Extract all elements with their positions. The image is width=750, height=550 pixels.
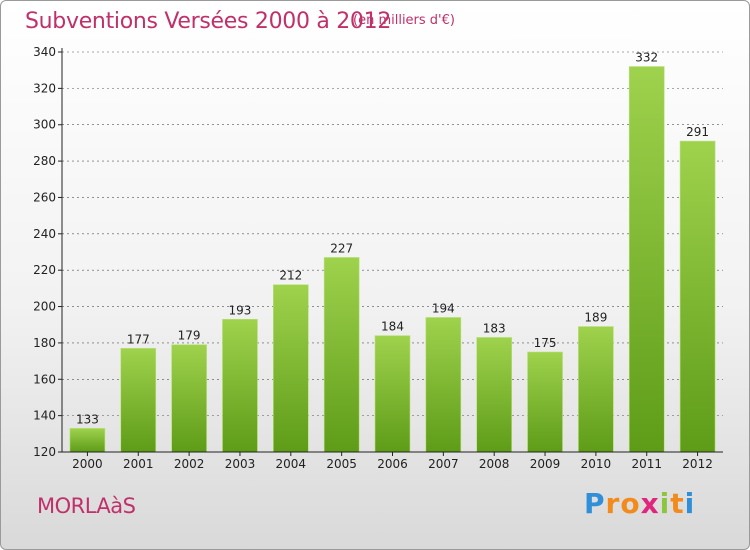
bar bbox=[476, 337, 512, 453]
data-label: 212 bbox=[279, 269, 302, 283]
bar bbox=[120, 348, 157, 453]
logo-letter: i bbox=[659, 487, 671, 520]
x-tick-label: 2007 bbox=[428, 457, 459, 471]
bar bbox=[171, 344, 207, 453]
data-label: 332 bbox=[635, 51, 658, 65]
x-tick-label: 2004 bbox=[276, 457, 307, 471]
data-label: 183 bbox=[483, 321, 506, 335]
bar bbox=[273, 284, 309, 453]
data-label: 193 bbox=[229, 303, 252, 317]
y-tick-label: 280 bbox=[33, 154, 56, 168]
bar bbox=[679, 140, 716, 453]
x-tick-label: 2005 bbox=[326, 457, 357, 471]
logo-letter: o bbox=[620, 487, 641, 520]
x-tick-label: 2008 bbox=[479, 457, 510, 471]
chart-title: Subventions Versées 2000 à 2012 bbox=[25, 9, 392, 34]
data-label: 179 bbox=[178, 329, 201, 343]
x-tick-label: 2006 bbox=[377, 457, 408, 471]
y-tick-label: 140 bbox=[33, 409, 56, 423]
data-label: 291 bbox=[686, 125, 709, 139]
bar bbox=[222, 318, 258, 453]
y-tick-label: 340 bbox=[33, 45, 56, 59]
data-label: 227 bbox=[330, 241, 353, 255]
logo-letter: t bbox=[670, 487, 685, 520]
bar bbox=[323, 257, 360, 453]
x-tick-label: 2001 bbox=[123, 457, 154, 471]
y-tick-label: 260 bbox=[33, 190, 56, 204]
y-tick-label: 180 bbox=[33, 336, 56, 350]
bar bbox=[578, 326, 614, 453]
bar bbox=[374, 335, 411, 453]
x-tick-label: 2003 bbox=[225, 457, 256, 471]
x-tick-label: 2000 bbox=[72, 457, 103, 471]
y-tick-label: 120 bbox=[33, 445, 56, 459]
bar bbox=[527, 351, 563, 453]
bar bbox=[425, 317, 462, 453]
logo-letter: r bbox=[605, 487, 621, 520]
bar bbox=[69, 428, 106, 453]
x-tick-label: 2011 bbox=[631, 457, 662, 471]
y-tick-label: 200 bbox=[33, 300, 56, 314]
logo-letter: x bbox=[640, 487, 660, 520]
y-tick-label: 320 bbox=[33, 81, 56, 95]
logo-letter: P bbox=[584, 487, 606, 520]
data-label: 175 bbox=[534, 336, 557, 350]
y-tick-label: 240 bbox=[33, 227, 56, 241]
data-label: 177 bbox=[127, 332, 150, 346]
y-tick-label: 220 bbox=[33, 263, 56, 277]
logo-letter: i bbox=[684, 487, 696, 520]
data-label: 189 bbox=[584, 311, 607, 325]
chart-unit: (en milliers d'€) bbox=[353, 13, 455, 28]
data-label: 184 bbox=[381, 320, 404, 334]
data-label: 133 bbox=[76, 412, 99, 426]
y-tick-label: 160 bbox=[33, 372, 56, 386]
x-tick-label: 2010 bbox=[581, 457, 612, 471]
place-name: MORLAàS bbox=[37, 494, 136, 518]
bar bbox=[628, 66, 665, 453]
proxiti-logo: Proxiti bbox=[584, 487, 695, 520]
x-tick-label: 2009 bbox=[530, 457, 561, 471]
x-tick-label: 2002 bbox=[174, 457, 205, 471]
y-tick-label: 300 bbox=[33, 118, 56, 132]
x-tick-label: 2012 bbox=[682, 457, 713, 471]
data-label: 194 bbox=[432, 301, 455, 315]
